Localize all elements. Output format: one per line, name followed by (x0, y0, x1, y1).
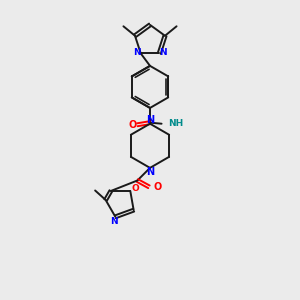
Text: N: N (133, 48, 141, 57)
Text: O: O (154, 182, 162, 192)
Text: NH: NH (168, 119, 183, 128)
Text: N: N (146, 167, 154, 177)
Text: O: O (129, 120, 137, 130)
Text: O: O (131, 184, 139, 194)
Text: N: N (146, 115, 154, 125)
Text: N: N (159, 48, 167, 57)
Text: N: N (110, 217, 118, 226)
